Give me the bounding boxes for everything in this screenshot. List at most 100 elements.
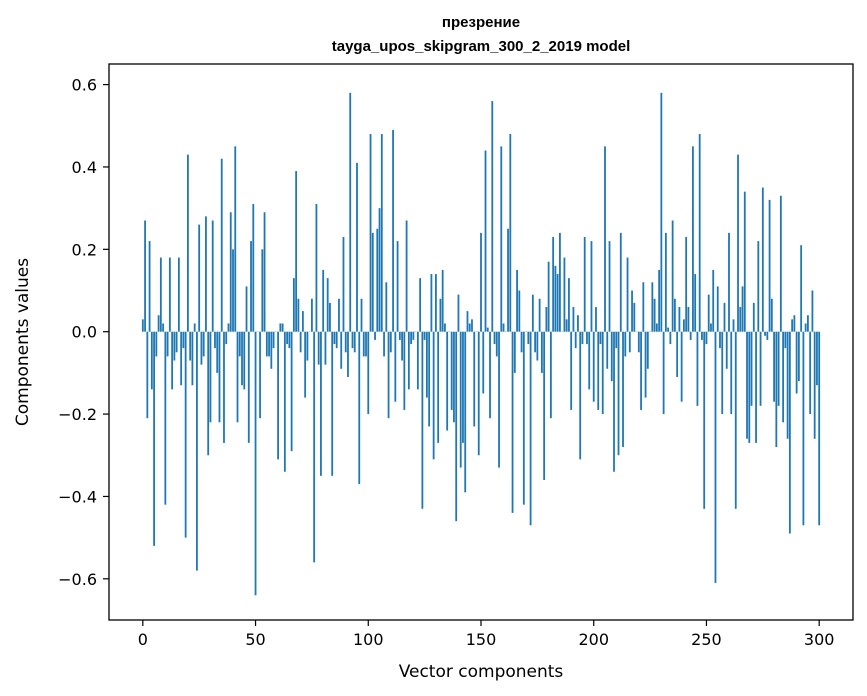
bar [362, 331, 365, 357]
bar [193, 323, 196, 332]
chart-title-line2: tayga_upos_skipgram_300_2_2019 model [332, 38, 631, 55]
bar [554, 265, 557, 332]
bar [317, 331, 320, 365]
bar [207, 331, 210, 456]
x-tick-label: 250 [691, 630, 722, 649]
bar [286, 331, 289, 345]
bar [543, 331, 546, 480]
bar [290, 331, 293, 452]
bar [444, 323, 446, 332]
bar [387, 331, 390, 419]
bar [177, 257, 180, 332]
bar [642, 282, 645, 332]
bar [667, 327, 670, 332]
y-tick-label: 0.0 [72, 323, 97, 342]
bar [473, 331, 476, 427]
y-axis-ticks: −0.6 −0.4 −0.2 0.0 0.2 0.4 0.6 [58, 76, 109, 589]
bar [581, 331, 584, 345]
bar [236, 331, 239, 423]
bar [162, 323, 165, 332]
bar [757, 241, 760, 332]
bar [392, 129, 394, 332]
bar [365, 331, 367, 357]
bar [250, 241, 252, 332]
bar [187, 154, 189, 332]
bar [608, 241, 611, 332]
bar [633, 302, 636, 332]
bar [707, 294, 710, 332]
bar [462, 331, 464, 443]
bar [818, 331, 821, 526]
bar [344, 331, 347, 353]
bar [779, 195, 782, 332]
bar [795, 331, 798, 394]
bar [599, 331, 602, 345]
bar [770, 298, 773, 332]
bar [403, 331, 406, 410]
bar [425, 331, 428, 398]
bar [292, 278, 295, 332]
bar [764, 331, 766, 336]
bar [453, 331, 455, 423]
bar [540, 331, 543, 373]
bar [583, 236, 586, 332]
bar [198, 224, 201, 332]
bar [220, 158, 223, 332]
bar [268, 331, 270, 357]
bar [676, 331, 679, 377]
y-tick-label: −0.4 [58, 487, 97, 506]
bar [664, 232, 667, 332]
bar [547, 261, 550, 332]
bar [793, 315, 796, 332]
bar [320, 331, 322, 476]
bar [507, 228, 509, 332]
bar [216, 331, 219, 373]
bar [511, 331, 514, 513]
bar [245, 286, 248, 332]
bar [358, 331, 361, 485]
bar [182, 331, 185, 349]
bar [148, 241, 151, 332]
bar [371, 232, 374, 332]
bar [202, 331, 205, 357]
chart-title-line1: презрение [442, 14, 520, 31]
bar [180, 331, 183, 386]
bar [304, 331, 307, 398]
bar [412, 331, 415, 340]
bar [574, 331, 577, 349]
bar [741, 286, 744, 332]
bar-series [141, 92, 821, 596]
bar [556, 274, 559, 332]
bar [719, 331, 721, 349]
bar [464, 331, 467, 493]
bar [615, 331, 618, 349]
bar [184, 331, 187, 538]
bar [784, 331, 787, 349]
bar [205, 216, 207, 332]
bar [604, 146, 606, 332]
bar [791, 319, 794, 332]
bar [394, 331, 397, 402]
bar [531, 294, 534, 332]
bar [243, 331, 246, 390]
bar [588, 331, 591, 390]
x-axis-label: Vector components [399, 662, 564, 682]
bar [457, 294, 460, 332]
bar [626, 257, 629, 332]
bar [595, 306, 597, 332]
bar [385, 282, 388, 332]
bar [590, 241, 593, 332]
bar [495, 331, 498, 357]
bar [450, 331, 453, 410]
bar [468, 323, 471, 332]
bar [662, 331, 665, 415]
bar [146, 331, 149, 419]
bar [329, 302, 331, 332]
y-tick-label: 0.4 [72, 158, 97, 177]
bar [389, 331, 392, 353]
bar [714, 331, 717, 583]
bar [189, 331, 192, 361]
bar [288, 331, 291, 349]
bar [252, 204, 255, 332]
